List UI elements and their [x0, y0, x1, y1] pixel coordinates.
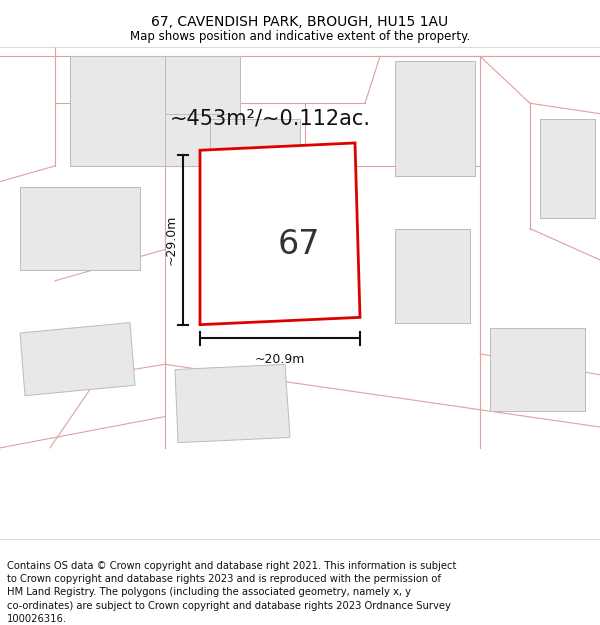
Polygon shape	[395, 229, 470, 322]
Text: Map shows position and indicative extent of the property.: Map shows position and indicative extent…	[130, 30, 470, 42]
Polygon shape	[490, 328, 585, 411]
Text: ~29.0m: ~29.0m	[164, 215, 178, 265]
Polygon shape	[165, 56, 240, 114]
Polygon shape	[20, 187, 140, 271]
Polygon shape	[200, 143, 360, 324]
Text: ~20.9m: ~20.9m	[255, 353, 305, 366]
Text: ~453m²/~0.112ac.: ~453m²/~0.112ac.	[170, 109, 371, 129]
Text: 67, CAVENDISH PARK, BROUGH, HU15 1AU: 67, CAVENDISH PARK, BROUGH, HU15 1AU	[151, 16, 449, 29]
Text: Contains OS data © Crown copyright and database right 2021. This information is : Contains OS data © Crown copyright and d…	[7, 561, 457, 624]
Polygon shape	[540, 119, 595, 218]
Polygon shape	[210, 119, 300, 166]
Polygon shape	[230, 176, 310, 249]
Polygon shape	[70, 56, 165, 166]
Text: 67: 67	[277, 228, 320, 261]
Polygon shape	[20, 322, 135, 396]
Polygon shape	[395, 61, 475, 176]
Polygon shape	[175, 364, 290, 442]
Polygon shape	[70, 56, 240, 166]
